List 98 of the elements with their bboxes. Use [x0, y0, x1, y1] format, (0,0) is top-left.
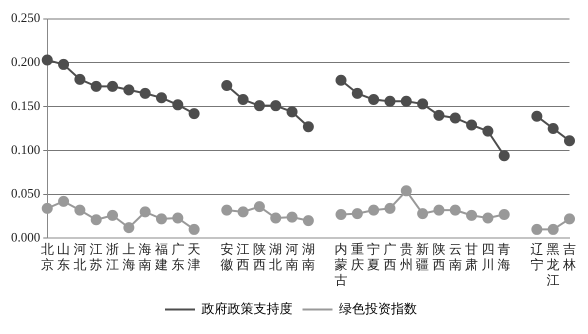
point	[352, 208, 363, 220]
point	[254, 201, 265, 212]
point	[531, 224, 542, 235]
point	[172, 212, 184, 224]
point	[188, 108, 200, 120]
point	[42, 54, 53, 66]
x-tick-label: 河南	[286, 241, 299, 272]
x-tick-label: 黑龙江	[546, 241, 560, 288]
point	[58, 196, 70, 207]
point	[254, 100, 265, 112]
x-tick-label: 湖南	[302, 241, 315, 272]
point	[417, 208, 428, 220]
point	[270, 212, 282, 224]
x-tick-label: 北京	[40, 241, 54, 272]
point	[286, 106, 298, 118]
x-tick-label: 广西	[383, 241, 396, 272]
point	[498, 209, 510, 220]
x-tick-label: 四川	[481, 241, 494, 272]
point	[74, 74, 86, 85]
x-tick-label: 吉林	[562, 241, 576, 272]
point	[450, 112, 461, 124]
point	[368, 94, 380, 106]
point	[238, 94, 249, 106]
x-tick-label: 贵州	[400, 241, 413, 272]
x-tick-label: 陕西	[432, 241, 446, 272]
legend-label: 绿色投资指数	[339, 300, 417, 316]
point	[384, 96, 396, 107]
point	[156, 92, 167, 104]
x-tick-label: 浙江	[106, 241, 120, 272]
point	[107, 210, 118, 221]
point	[548, 224, 559, 235]
x-tick-label: 云南	[448, 241, 462, 272]
point	[466, 210, 478, 221]
x-tick-label: 青海	[498, 241, 511, 272]
x-tick-label: 辽宁	[530, 241, 544, 272]
x-tick-label: 重庆	[350, 241, 364, 272]
point	[336, 74, 347, 86]
point	[352, 88, 363, 99]
y-tick-label: 0.250	[11, 10, 40, 26]
x-tick-label: 宁夏	[367, 241, 380, 272]
y-tick-label: 0.150	[11, 98, 40, 113]
point	[400, 96, 412, 107]
point	[564, 135, 575, 146]
point	[417, 98, 428, 110]
point	[302, 215, 314, 226]
point	[450, 204, 461, 216]
x-tick-label: 湖北	[269, 241, 282, 272]
point	[482, 126, 494, 137]
x-tick-label: 河北	[73, 241, 86, 272]
point	[336, 209, 347, 220]
x-tick-label: 天津	[188, 241, 201, 272]
point	[384, 202, 396, 214]
point	[433, 204, 444, 216]
point	[74, 204, 86, 216]
point	[221, 80, 232, 91]
x-tick-label: 广东	[171, 241, 184, 272]
point	[156, 213, 167, 224]
point	[90, 80, 102, 92]
x-tick-label: 陕西	[252, 241, 266, 272]
point	[482, 212, 494, 224]
point	[172, 99, 184, 110]
point	[58, 58, 70, 70]
point	[221, 204, 232, 216]
x-tick-label: 安徽	[220, 241, 234, 272]
x-tick-label: 内蒙古	[334, 241, 348, 288]
x-tick-label: 上海	[122, 241, 136, 272]
x-tick-label: 福建	[154, 241, 168, 272]
y-tick-label: 0.100	[11, 142, 40, 157]
y-tick-label: 0.050	[11, 186, 40, 201]
point	[548, 123, 559, 134]
point	[123, 222, 134, 234]
point	[238, 206, 249, 218]
point	[368, 204, 380, 216]
x-tick-label: 江苏	[90, 241, 103, 272]
y-tick-label: 0.200	[11, 54, 40, 70]
legend-label: 政府政策支持度	[202, 300, 292, 316]
point	[531, 110, 542, 122]
point	[42, 202, 53, 214]
x-tick-label: 新疆	[416, 241, 430, 272]
point	[433, 110, 444, 121]
x-tick-label: 海南	[138, 241, 152, 272]
point	[107, 80, 118, 92]
x-tick-label: 甘肃	[465, 241, 478, 272]
point	[123, 84, 134, 96]
point	[286, 212, 298, 223]
x-tick-label: 江西	[236, 241, 250, 272]
point	[188, 224, 200, 235]
point	[90, 214, 102, 226]
point	[140, 88, 151, 99]
x-tick-label: 山东	[57, 241, 70, 272]
point	[466, 119, 478, 130]
y-tick-label: 0.000	[11, 230, 40, 245]
point	[302, 121, 314, 132]
point	[140, 206, 151, 218]
point	[270, 100, 282, 112]
point	[564, 213, 575, 224]
point	[400, 185, 412, 196]
point	[498, 150, 510, 162]
